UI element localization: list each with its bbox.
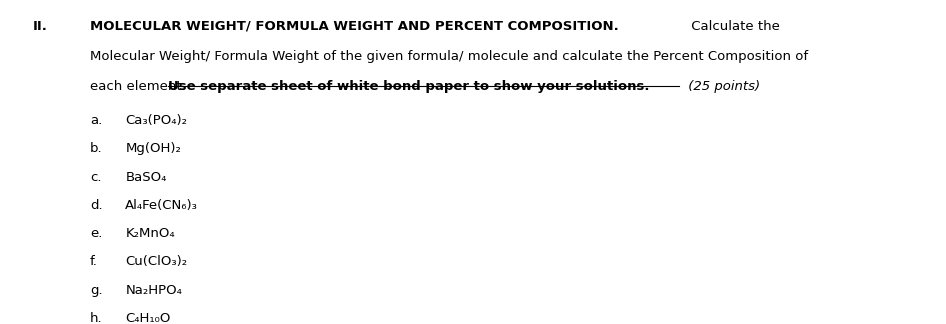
Text: BaSO₄: BaSO₄	[125, 170, 166, 183]
Text: f.: f.	[90, 255, 97, 268]
Text: b.: b.	[90, 142, 102, 155]
Text: Molecular Weight/ Formula Weight of the given formula/ molecule and calculate th: Molecular Weight/ Formula Weight of the …	[90, 50, 808, 63]
Text: Na₂HPO₄: Na₂HPO₄	[125, 284, 183, 297]
Text: e.: e.	[90, 227, 102, 240]
Text: Mg(OH)₂: Mg(OH)₂	[125, 142, 181, 155]
Text: II.: II.	[32, 20, 47, 33]
Text: Al₄Fe(CN₆)₃: Al₄Fe(CN₆)₃	[125, 199, 198, 212]
Text: Use separate sheet of white bond paper to show your solutions.: Use separate sheet of white bond paper t…	[167, 80, 649, 93]
Text: c.: c.	[90, 170, 101, 183]
Text: Cu(ClO₃)₂: Cu(ClO₃)₂	[125, 255, 187, 268]
Text: d.: d.	[90, 199, 102, 212]
Text: MOLECULAR WEIGHT/ FORMULA WEIGHT AND PERCENT COMPOSITION.: MOLECULAR WEIGHT/ FORMULA WEIGHT AND PER…	[90, 20, 619, 33]
Text: a.: a.	[90, 114, 102, 127]
Text: Calculate the: Calculate the	[687, 20, 780, 33]
Text: each element.: each element.	[90, 80, 190, 93]
Text: g.: g.	[90, 284, 102, 297]
Text: h.: h.	[90, 312, 102, 324]
Text: K₂MnO₄: K₂MnO₄	[125, 227, 175, 240]
Text: C₄H₁₀O: C₄H₁₀O	[125, 312, 170, 324]
Text: (25 points): (25 points)	[684, 80, 760, 93]
Text: Ca₃(PO₄)₂: Ca₃(PO₄)₂	[125, 114, 187, 127]
